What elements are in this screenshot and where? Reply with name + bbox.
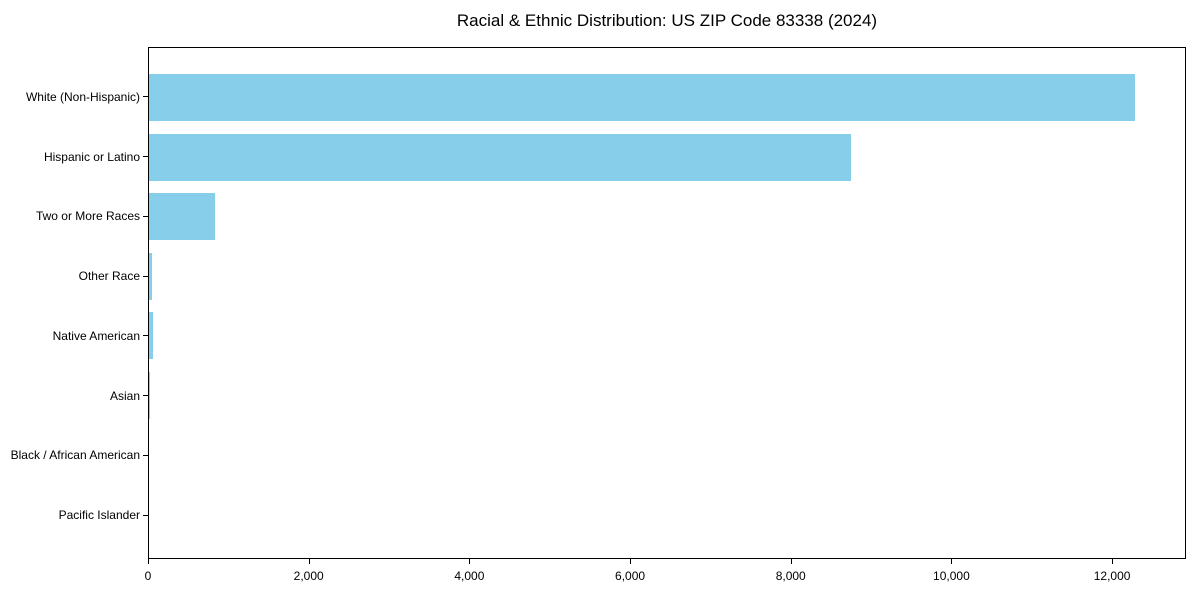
bar-row <box>149 306 1185 366</box>
y-axis-tick <box>143 395 148 397</box>
bar <box>149 133 852 181</box>
y-axis-tick <box>143 454 148 456</box>
y-axis-label-row: Other Race <box>0 246 148 306</box>
x-axis-tick <box>630 559 632 564</box>
chart-title: Racial & Ethnic Distribution: US ZIP Cod… <box>456 11 878 30</box>
y-axis-label: Black / African American <box>10 448 140 463</box>
y-axis-label-row: Native American <box>0 306 148 366</box>
x-axis-tick <box>790 559 792 564</box>
y-axis-tick <box>143 215 148 217</box>
x-axis-tick-label: 0 <box>144 569 152 583</box>
bar <box>149 312 153 360</box>
y-axis-label: Native American <box>52 328 140 343</box>
bar-row <box>149 485 1185 545</box>
x-axis-tick <box>148 559 149 564</box>
x-axis-tick <box>308 559 310 564</box>
y-axis-label-row: Two or More Races <box>0 187 148 247</box>
plot-area <box>148 47 1186 559</box>
y-axis-tick <box>143 514 148 516</box>
x-axis: 0 2,000 4,000 6,000 8,000 10,000 12,000 <box>144 559 1186 589</box>
y-axis-label-row: Pacific Islander <box>0 485 148 545</box>
bar <box>149 252 152 300</box>
bar-row <box>149 187 1185 247</box>
bars-container <box>149 48 1185 558</box>
y-axis-label-row: Hispanic or Latino <box>0 127 148 187</box>
y-axis-tick <box>143 335 148 337</box>
y-axis-tick <box>143 96 148 98</box>
y-axis-label: Other Race <box>78 269 140 284</box>
x-axis-tick-label: 12,000 <box>1093 569 1131 583</box>
bar <box>149 74 1136 122</box>
x-axis-tick-label: 2,000 <box>293 569 324 583</box>
x-axis-tick <box>1112 559 1114 564</box>
x-axis-tick-label: 10,000 <box>933 569 970 583</box>
y-axis-label-row: Black / African American <box>0 426 148 486</box>
x-axis-tick-label: 8,000 <box>775 569 806 583</box>
x-axis-tick-label: 6,000 <box>615 569 646 583</box>
y-axis-label: Hispanic or Latino <box>43 149 140 164</box>
bar-row <box>149 425 1185 485</box>
y-axis-tick <box>143 275 148 277</box>
bar-row <box>149 366 1185 426</box>
bar-row <box>149 247 1185 307</box>
x-axis-tick-label: 4,000 <box>454 569 485 583</box>
y-axis-label: Asian <box>109 388 140 403</box>
y-axis-label: Two or More Races <box>35 209 140 224</box>
y-axis-label-row: Asian <box>0 366 148 426</box>
x-axis-tick <box>469 559 471 564</box>
bar <box>149 371 150 419</box>
y-axis-tick <box>143 156 148 158</box>
y-axis-label: Pacific Islander <box>58 508 140 523</box>
x-axis-tick <box>951 559 953 564</box>
y-axis-labels: White (Non-Hispanic) Hispanic or Latino Tw… <box>0 47 148 559</box>
y-axis-label-row: White (Non-Hispanic) <box>0 67 148 127</box>
bar-row <box>149 68 1185 128</box>
bar-row <box>149 128 1185 188</box>
y-axis-label: White (Non-Hispanic) <box>25 89 140 104</box>
bar <box>149 193 215 241</box>
